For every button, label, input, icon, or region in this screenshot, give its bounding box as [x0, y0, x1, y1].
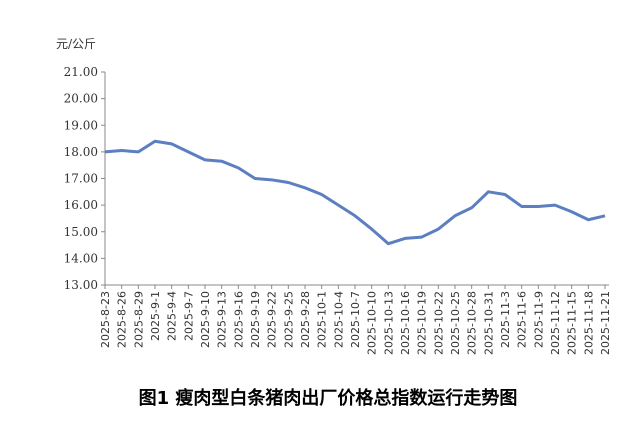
x-tick-label: 2025-9-22 — [266, 291, 279, 348]
x-tick-label: 2025-10-7 — [349, 291, 362, 348]
x-tick-label: 2025-11-9 — [532, 291, 545, 348]
x-tick-label: 2025-10-10 — [366, 291, 379, 355]
x-tick-label: 2025-11-12 — [549, 291, 562, 355]
x-tick-label: 2025-11-21 — [599, 291, 612, 355]
y-tick-label: 13.00 — [64, 278, 98, 292]
x-tick-label: 2025-10-19 — [416, 291, 429, 355]
chart-title: 图1 瘦肉型白条猪肉出厂价格总指数运行走势图 — [139, 387, 518, 409]
x-tick-label: 2025-11-15 — [566, 291, 579, 355]
x-tick-label: 2025-8-26 — [116, 291, 129, 348]
x-tick-label: 2025-10-22 — [432, 291, 445, 355]
x-tick-label: 2025-9-13 — [216, 291, 229, 348]
x-tick-label: 2025-9-10 — [199, 291, 212, 348]
line — [104, 139, 606, 246]
x-tick-label: 2025-9-16 — [232, 291, 245, 348]
x-tick-label: 2025-8-29 — [132, 291, 145, 348]
x-tick-label: 2025-11-18 — [582, 291, 595, 355]
x-tick-label: 2025-10-1 — [316, 291, 329, 348]
x-tick-label: 2025-9-1 — [149, 291, 162, 341]
y-tick-label: 14.00 — [64, 251, 98, 265]
y-tick-label: 17.00 — [64, 172, 98, 186]
x-tick-label: 2025-10-13 — [382, 291, 395, 355]
x-tick-label: 2025-11-3 — [499, 291, 512, 348]
y-tick-label: 16.00 — [64, 198, 98, 212]
y-tick-label: 21.00 — [64, 65, 98, 79]
y-tick-label: 19.00 — [64, 118, 98, 132]
x-tick-label: 2025-9-4 — [166, 291, 179, 341]
x-tick-label: 2025-10-4 — [332, 291, 345, 348]
x-tick-label: 2025-11-6 — [516, 291, 529, 348]
x-tick-label: 2025-10-16 — [399, 291, 412, 355]
x-tick-label: 2025-10-31 — [482, 291, 495, 355]
y-unit: 元/公斤 — [56, 37, 96, 51]
x-tick-label: 2025-9-7 — [182, 291, 195, 341]
x-tick-label: 2025-10-25 — [449, 291, 462, 355]
x-tick-label: 2025-9-28 — [299, 291, 312, 348]
y-tick-label: 15.00 — [64, 225, 98, 239]
x-tick-label: 2025-9-25 — [282, 291, 295, 348]
x-tick-label: 2025-10-28 — [466, 291, 479, 355]
y-tick-label: 18.00 — [64, 145, 98, 159]
x-tick-label: 2025-8-23 — [99, 291, 112, 348]
y-tick-label: 20.00 — [64, 92, 98, 106]
x-tick-label: 2025-9-19 — [249, 291, 262, 348]
